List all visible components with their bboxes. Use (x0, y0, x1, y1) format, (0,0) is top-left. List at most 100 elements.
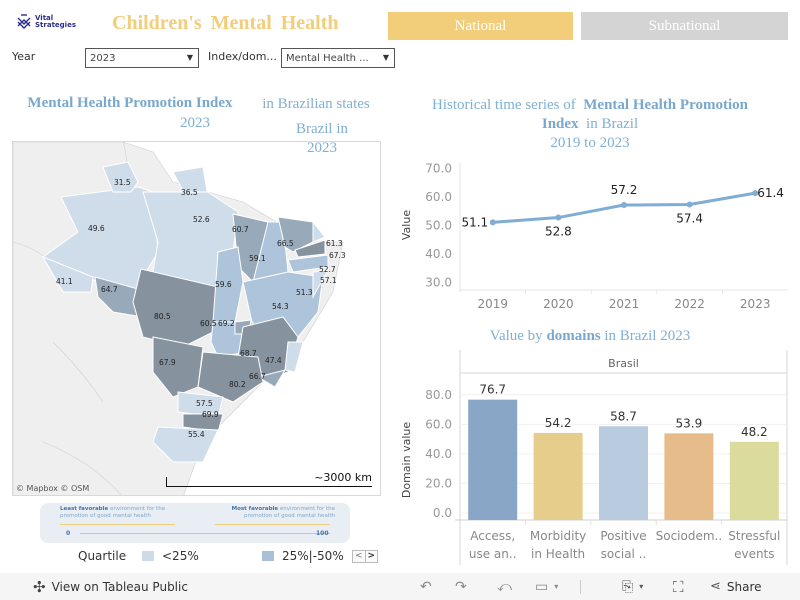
y-axis-title: Domain value (400, 422, 413, 498)
y-tick-label: 0.0 (433, 506, 452, 520)
chevron-left-icon[interactable]: < (353, 551, 366, 562)
overlay-line1: Brazil in (295, 121, 349, 137)
bar (664, 433, 714, 520)
state-value-label: 61.3 (326, 239, 343, 248)
state-value-label: 60.7 (232, 225, 249, 234)
data-label: 51.1 (461, 215, 488, 229)
state-value-label: 52.6 (193, 215, 210, 224)
map-title: Mental Health Promotion Index (10, 95, 250, 112)
year-select[interactable]: 2023 ▼ (85, 48, 199, 68)
bar (533, 432, 583, 520)
x-tick-label: in Health (531, 547, 585, 561)
state-value-label: 68.7 (240, 349, 257, 358)
line-chart[interactable]: 70.0 60.0 50.0 40.0 30.0 Value 2019 2020 2021 202… (395, 155, 800, 315)
state-rio-grande-norte (312, 220, 326, 243)
index-domain-select[interactable]: Mental Health ... ▼ (281, 48, 395, 68)
y-tick-label: 60.0 (425, 417, 452, 431)
state-value-label: 60.5 (200, 319, 217, 328)
legend-max: 100 (316, 530, 329, 537)
quartile-swatch (262, 551, 274, 561)
brazil-states (41, 161, 329, 463)
quartile-legend-item[interactable]: <25% (142, 549, 199, 563)
year-filter-label: Year (12, 50, 36, 63)
legend-underline-right (215, 524, 330, 525)
quartile-swatch (142, 551, 154, 561)
share-button[interactable]: ⋖ Share (710, 579, 762, 594)
fullscreen-icon[interactable]: ⛶ (673, 577, 684, 596)
chevron-right-icon[interactable]: > (367, 551, 376, 561)
y-tick-label: 40.0 (425, 247, 452, 261)
bar-chart-title: Value by domains in Brazil 2023 (400, 328, 780, 345)
data-label: 52.8 (545, 225, 572, 239)
map-svg[interactable] (13, 142, 381, 496)
redo-icon[interactable]: ↷ (455, 578, 467, 595)
line-title-post: in Brazil (586, 116, 639, 132)
data-point (555, 214, 562, 221)
data-label: 58.7 (610, 409, 637, 423)
y-tick-label: 20.0 (425, 476, 452, 490)
line-title-years: 2019 to 2023 (550, 135, 630, 151)
index-select-value: Mental Health ... (286, 52, 369, 64)
nav-national-button[interactable]: National (388, 12, 573, 40)
state-sao-paulo (197, 351, 264, 403)
logo-text-line2: Strategies (35, 21, 76, 29)
data-label: 48.2 (741, 425, 768, 439)
legend-least-bold: Least favorable (60, 506, 109, 512)
state-pernambuco (287, 254, 329, 273)
state-value-label: 49.6 (88, 224, 105, 233)
legend-scale-line (80, 533, 330, 534)
legend-least-text: Least favorable environment for the prom… (60, 506, 180, 520)
refresh-icon[interactable]: ▭ ▾ (535, 578, 559, 595)
chevron-down-icon: ▼ (382, 53, 389, 62)
y-tick-label: 60.0 (425, 190, 452, 204)
y-tick-label: 80.0 (425, 388, 452, 402)
state-sergipe-alagoas (312, 269, 329, 299)
chevron-down-icon: ▼ (186, 53, 193, 62)
state-value-label: 59.1 (249, 254, 266, 263)
state-value-label: 57.1 (320, 276, 337, 285)
line-chart-title: Historical time series of Mental Health … (400, 96, 780, 153)
y-tick-label: 50.0 (425, 219, 452, 233)
x-tick-label: Positive (600, 529, 646, 543)
state-acre (41, 256, 94, 293)
data-point (752, 190, 759, 197)
data-label: 54.2 (545, 416, 572, 430)
state-espirito-santo (284, 341, 304, 373)
nav-subnational-button[interactable]: Subnational (581, 12, 788, 40)
x-tick-label: use an.. (469, 547, 517, 561)
map-attribution[interactable]: © Mapbox © OSM (16, 484, 90, 493)
quartile-legend-item[interactable]: 25%|-50% (262, 549, 344, 563)
state-santa-catarina (182, 413, 224, 433)
x-tick-label: Morbidity (530, 529, 586, 543)
view-on-tableau-label: View on Tableau Public (51, 579, 188, 594)
bar-chart[interactable]: Brasil 80.0 60.0 40.0 20.0 0.0 Domain value 76.… (395, 350, 800, 565)
y-axis-title: Value (400, 210, 413, 240)
x-tick-label: 2023 (740, 297, 771, 311)
state-rio-grande-sul (152, 426, 219, 463)
legend-underline-left (60, 524, 175, 525)
legend-min: 0 (66, 530, 71, 537)
revert-icon[interactable]: ⤺ (497, 578, 512, 595)
download-icon[interactable]: ⎘ ▾ (622, 578, 644, 595)
state-value-label: 31.5 (114, 178, 131, 187)
bar (729, 441, 779, 520)
facet-label: Brasil (608, 357, 639, 370)
map-scale-label: ~3000 km (314, 471, 372, 484)
bar-title-pre: Value by (489, 328, 543, 344)
state-rondonia (94, 276, 144, 318)
data-point (621, 202, 627, 209)
vital-strategies-logo[interactable]: Vital Strategies (16, 14, 76, 30)
view-on-tableau-link[interactable]: ✣ View on Tableau Public (33, 578, 188, 596)
x-tick-label: events (734, 547, 774, 561)
favorability-legend: Least favorable environment for the prom… (40, 503, 350, 543)
state-value-label: 69.9 (202, 410, 219, 419)
choropleth-map[interactable]: 31.5 36.5 49.6 52.6 60.7 66.5 61.3 67.3 … (12, 141, 381, 496)
state-value-label: 64.7 (101, 285, 118, 294)
line-title-pre: Historical time series of (432, 97, 576, 113)
state-rio-de-janeiro (256, 369, 287, 388)
x-tick-label: 2021 (609, 297, 640, 311)
map-title-bold: Mental Health Promotion Index (27, 95, 233, 111)
state-value-label: 59.6 (215, 280, 232, 289)
undo-icon[interactable]: ↶ (420, 578, 432, 595)
state-value-label: 57.5 (196, 399, 213, 408)
